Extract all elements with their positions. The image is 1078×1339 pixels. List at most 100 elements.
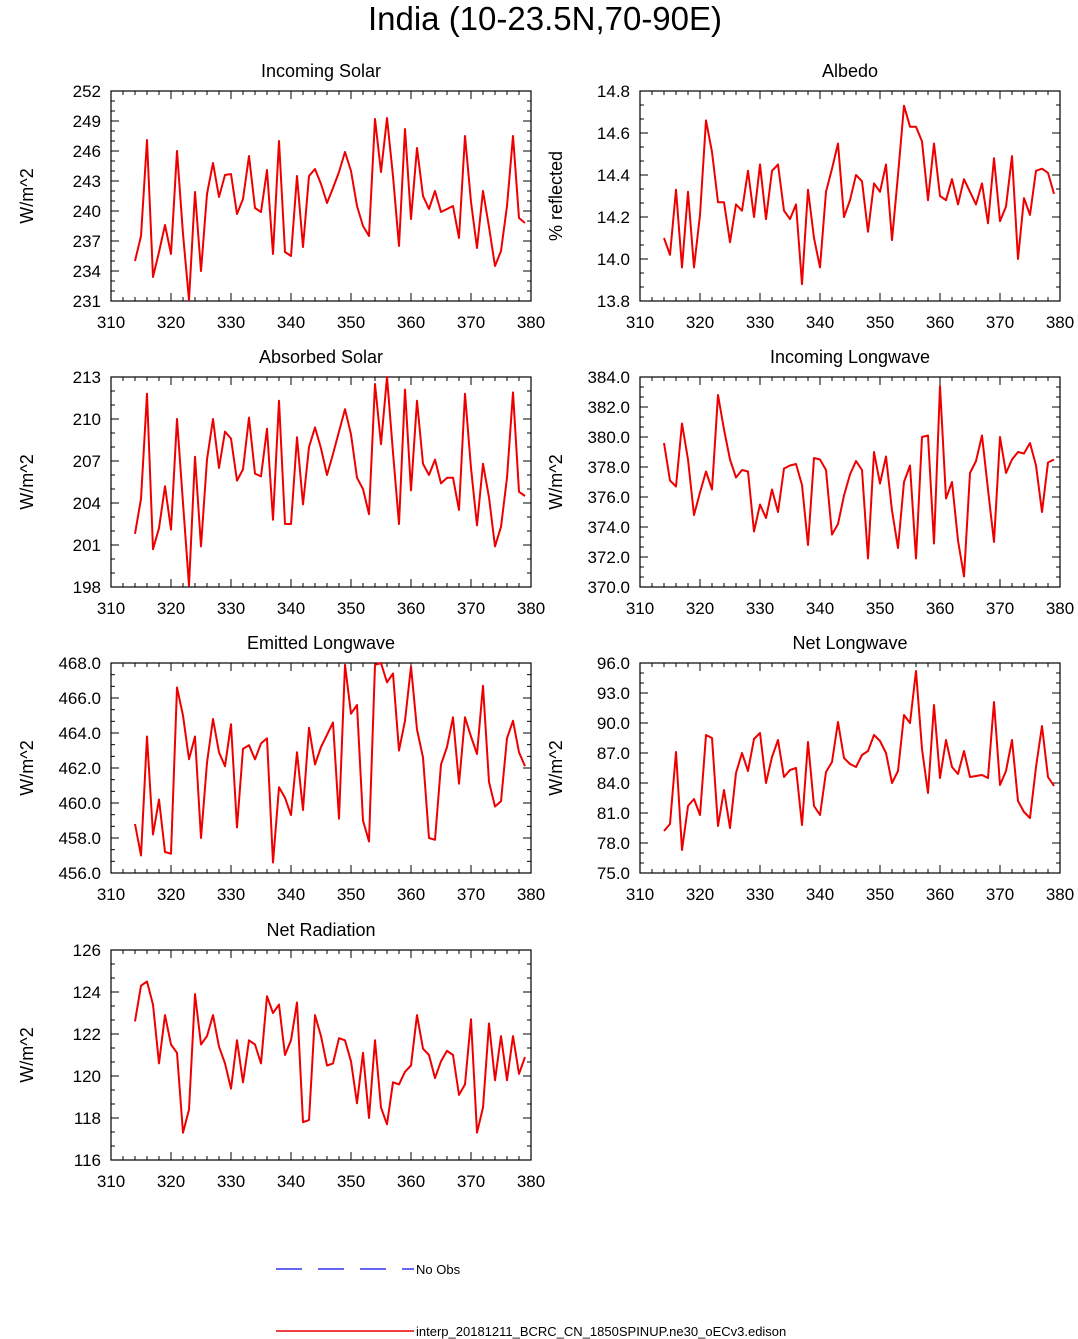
x-tick-label: 380 xyxy=(1046,313,1074,332)
y-tick-label: 243 xyxy=(73,172,101,191)
x-tick-label: 350 xyxy=(866,599,894,618)
x-tick-label: 320 xyxy=(686,313,714,332)
panel-title: Incoming Longwave xyxy=(770,347,930,367)
y-tick-label: 372.0 xyxy=(587,548,630,567)
y-tick-label: 96.0 xyxy=(597,654,630,673)
x-tick-label: 350 xyxy=(337,313,365,332)
y-tick-label: 14.6 xyxy=(597,124,630,143)
y-tick-label: 204 xyxy=(73,494,101,513)
y-tick-label: 14.2 xyxy=(597,208,630,227)
y-tick-label: 213 xyxy=(73,368,101,387)
y-tick-label: 466.0 xyxy=(58,689,101,708)
y-tick-label: 370.0 xyxy=(587,578,630,597)
x-tick-label: 320 xyxy=(686,885,714,904)
y-tick-label: 201 xyxy=(73,536,101,555)
x-tick-label: 380 xyxy=(517,313,545,332)
panel-title: Net Longwave xyxy=(792,633,907,653)
y-tick-label: 90.0 xyxy=(597,714,630,733)
y-tick-label: 468.0 xyxy=(58,654,101,673)
x-tick-label: 350 xyxy=(866,885,894,904)
y-tick-label: 118 xyxy=(74,1109,101,1128)
y-axis-label: W/m^2 xyxy=(17,1027,37,1082)
x-tick-label: 360 xyxy=(397,313,425,332)
series-line xyxy=(663,385,1055,578)
plot-frame xyxy=(110,949,532,1161)
y-tick-label: 380.0 xyxy=(587,428,630,447)
panel-2: Albedo % reflected 310 320 330 340 350 360 370 38… xyxy=(546,61,1074,332)
x-tick-label: 370 xyxy=(986,885,1014,904)
x-tick-label: 370 xyxy=(457,1172,485,1191)
y-axis-label: W/m^2 xyxy=(17,740,37,795)
panel-3: Absorbed Solar W/m^2 310 320 330 340 350 360 370… xyxy=(17,347,545,618)
panel-title: Incoming Solar xyxy=(261,61,381,81)
plot-frame xyxy=(110,90,532,302)
x-tick-label: 310 xyxy=(626,885,654,904)
y-tick-label: 462.0 xyxy=(58,759,101,778)
plot-frame xyxy=(639,662,1061,874)
y-axis-label: W/m^2 xyxy=(17,168,37,223)
x-tick-label: 360 xyxy=(926,313,954,332)
x-tick-label: 360 xyxy=(397,1172,425,1191)
x-tick-label: 330 xyxy=(217,885,245,904)
x-tick-label: 340 xyxy=(277,313,305,332)
x-tick-label: 380 xyxy=(517,1172,545,1191)
x-tick-label: 340 xyxy=(277,1172,305,1191)
y-tick-label: 460.0 xyxy=(58,794,101,813)
x-tick-label: 350 xyxy=(337,1172,365,1191)
panel-1: Incoming Solar W/m^2 310 320 330 340 350 360 370… xyxy=(17,61,545,332)
y-tick-label: 464.0 xyxy=(58,724,101,743)
y-tick-label: 13.8 xyxy=(597,292,630,311)
y-axis-label: W/m^2 xyxy=(17,454,37,509)
y-tick-label: 75.0 xyxy=(597,864,630,883)
series-line xyxy=(134,980,526,1134)
y-tick-label: 374.0 xyxy=(587,518,630,537)
x-tick-label: 350 xyxy=(337,885,365,904)
panel-6: Net Longwave W/m^2 310 320 330 340 350 360 370 38… xyxy=(546,633,1074,904)
x-tick-label: 360 xyxy=(397,885,425,904)
x-tick-label: 320 xyxy=(157,313,185,332)
x-tick-label: 340 xyxy=(806,599,834,618)
plot-frame xyxy=(110,376,532,588)
series-line xyxy=(663,670,1055,851)
y-tick-label: 14.8 xyxy=(597,82,630,101)
panel-5: Emitted Longwave W/m^2 310 320 330 340 350 360 3… xyxy=(17,633,545,904)
y-tick-label: 252 xyxy=(73,82,101,101)
y-tick-label: 376.0 xyxy=(587,488,630,507)
y-tick-label: 124 xyxy=(73,983,101,1002)
y-tick-label: 14.0 xyxy=(597,250,630,269)
y-tick-label: 93.0 xyxy=(597,684,630,703)
x-tick-label: 380 xyxy=(517,599,545,618)
panel-title: Absorbed Solar xyxy=(259,347,383,367)
y-tick-label: 246 xyxy=(73,142,101,161)
legend: No Obs interp_20181211_BCRC_CN_1850SPINU… xyxy=(276,1262,786,1339)
x-tick-label: 340 xyxy=(277,885,305,904)
y-tick-label: 14.4 xyxy=(597,166,630,185)
x-tick-label: 380 xyxy=(517,885,545,904)
y-tick-label: 234 xyxy=(73,262,101,281)
x-tick-label: 330 xyxy=(217,313,245,332)
y-axis-label: % reflected xyxy=(546,151,566,241)
x-tick-label: 370 xyxy=(457,599,485,618)
y-tick-label: 237 xyxy=(73,232,101,251)
x-tick-label: 360 xyxy=(397,599,425,618)
y-tick-label: 384.0 xyxy=(587,368,630,387)
x-tick-label: 320 xyxy=(157,885,185,904)
plot-frame xyxy=(639,90,1061,302)
y-tick-label: 116 xyxy=(74,1151,101,1170)
x-tick-label: 330 xyxy=(217,599,245,618)
y-tick-label: 78.0 xyxy=(597,834,630,853)
x-tick-label: 350 xyxy=(337,599,365,618)
x-tick-label: 330 xyxy=(746,885,774,904)
y-axis-label: W/m^2 xyxy=(546,454,566,509)
y-tick-label: 120 xyxy=(73,1067,101,1086)
x-tick-label: 310 xyxy=(97,599,125,618)
x-tick-label: 370 xyxy=(986,313,1014,332)
legend-obs-label: No Obs xyxy=(416,1262,461,1277)
panel-title: Emitted Longwave xyxy=(247,633,395,653)
y-tick-label: 240 xyxy=(73,202,101,221)
y-tick-label: 198 xyxy=(73,578,101,597)
x-tick-label: 320 xyxy=(157,1172,185,1191)
legend-model-label: interp_20181211_BCRC_CN_1850SPINUP.ne30_… xyxy=(416,1324,786,1339)
panel-title: Albedo xyxy=(822,61,878,81)
